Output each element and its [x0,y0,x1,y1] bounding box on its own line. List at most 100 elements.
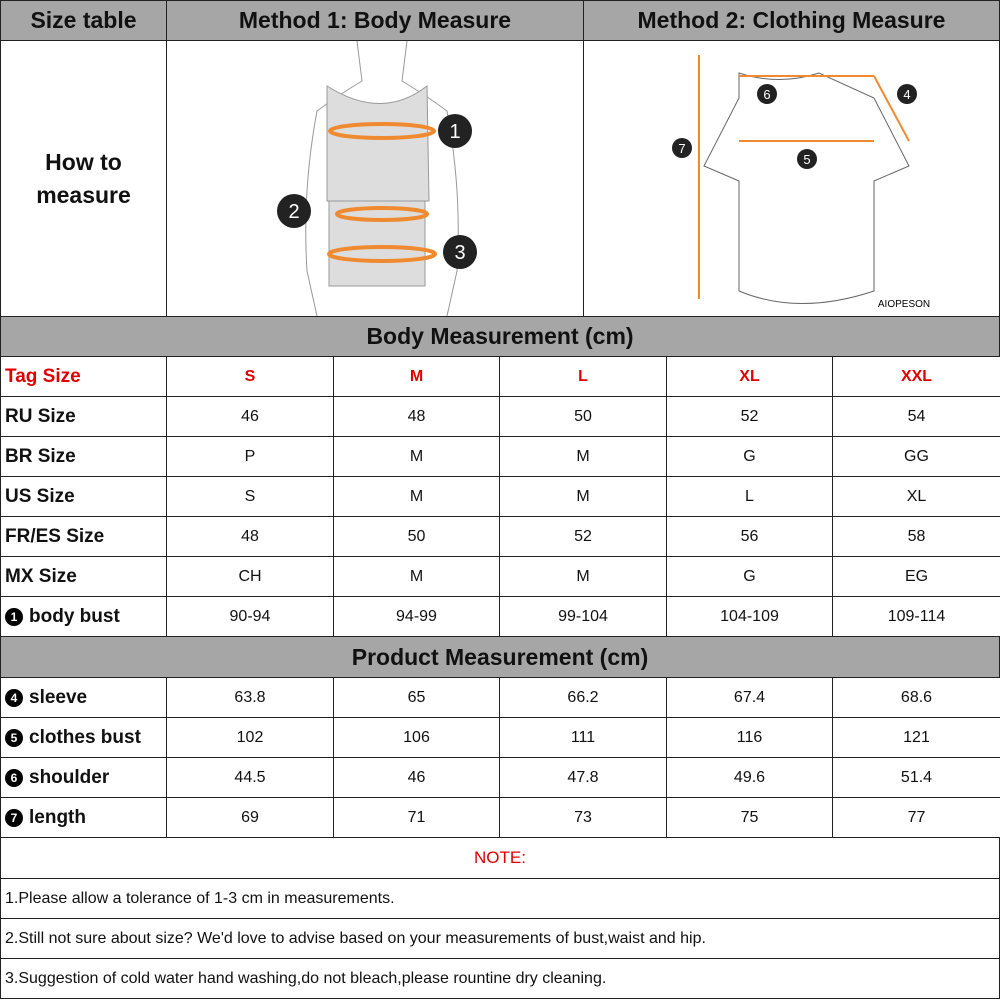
body-row-cell: 54 [832,396,1000,437]
tag-size-row-cell: L [499,356,667,397]
row-label-text: clothes bust [29,726,141,748]
product-row-cell: 65 [333,677,500,718]
body-row-cell: P [166,436,334,477]
product-row-cell: 73 [499,797,667,838]
tag-size-row-cell: XL [666,356,833,397]
tag-size-row-cell: XXL [832,356,1000,397]
clothing-measure-illustration: 6 4 5 7 AIOPESON [583,40,1000,317]
tag-size-row-cell: S [166,356,334,397]
row-label-text: sleeve [29,686,88,708]
body-row-cell: M [333,476,500,517]
how-to-line2: measure [36,181,131,208]
number-marker-icon: 1 [5,607,23,626]
tshirt-icon: 6 4 5 7 AIOPESON [672,55,930,310]
product-row-cell: 111 [499,717,667,758]
product-row-cell: 63.8 [166,677,334,718]
row-label-text: shoulder [29,766,110,788]
svg-text:7: 7 [678,141,685,156]
number-marker-icon: 6 [5,768,23,787]
row-label-text: body bust [29,605,120,627]
tag-size-row-label: Tag Size [0,356,167,397]
body-section-header: Body Measurement (cm) [0,316,1000,357]
product-row-cell: 67.4 [666,677,833,718]
body-figure-icon: 1 2 3 [277,41,477,316]
size-table-header: Size table [0,0,167,41]
body-row-cell: M [333,436,500,477]
note-3: 3.Suggestion of cold water hand washing,… [0,958,1000,999]
body-row-cell: CH [166,556,334,597]
number-marker-icon: 4 [5,688,23,707]
product-row-cell: 121 [832,717,1000,758]
body-measure-illustration: 1 2 3 [166,40,584,317]
row-label-text: US Size [5,485,75,507]
row-label-text: FR/ES Size [5,525,105,547]
marker-3: 3 [454,242,465,264]
row-label-text: Tag Size [5,365,81,387]
svg-text:5: 5 [803,152,810,167]
method1-header: Method 1: Body Measure [166,0,584,41]
product-row-cell: 66.2 [499,677,667,718]
note-1: 1.Please allow a tolerance of 1-3 cm in … [0,878,1000,919]
product-row-cell: 102 [166,717,334,758]
body-row-cell: L [666,476,833,517]
body-row-cell: XL [832,476,1000,517]
body-row-cell: G [666,556,833,597]
body-row-label: BR Size [0,436,167,477]
product-row-cell: 68.6 [832,677,1000,718]
product-row-cell: 47.8 [499,757,667,798]
brand-label: AIOPESON [878,299,930,310]
body-row-cell: 109-114 [832,596,1000,637]
method2-header: Method 2: Clothing Measure [583,0,1000,41]
note-2: 2.Still not sure about size? We'd love t… [0,918,1000,959]
body-row-cell: 90-94 [166,596,334,637]
body-row-cell: 99-104 [499,596,667,637]
product-row-cell: 75 [666,797,833,838]
product-row-label: 5 clothes bust [0,717,167,758]
product-row-label: 4 sleeve [0,677,167,718]
svg-text:6: 6 [763,87,770,102]
marker-1: 1 [449,121,460,143]
product-row-cell: 69 [166,797,334,838]
body-row-cell: M [499,436,667,477]
row-label-text: RU Size [5,405,76,427]
row-label-text: BR Size [5,445,76,467]
body-row-cell: 104-109 [666,596,833,637]
product-row-cell: 106 [333,717,500,758]
body-row-cell: 58 [832,516,1000,557]
how-to-measure: How to measure [0,40,167,317]
product-row-cell: 46 [333,757,500,798]
body-row-cell: 52 [666,396,833,437]
marker-2: 2 [288,201,299,223]
body-row-cell: M [333,556,500,597]
product-row-cell: 77 [832,797,1000,838]
body-row-cell: 94-99 [333,596,500,637]
number-marker-icon: 5 [5,728,23,747]
body-row-cell: 46 [166,396,334,437]
product-section-header: Product Measurement (cm) [0,636,1000,678]
body-row-label: 1 body bust [0,596,167,637]
body-row-label: US Size [0,476,167,517]
number-marker-icon: 7 [5,808,23,827]
body-row-label: RU Size [0,396,167,437]
row-label-text: MX Size [5,565,77,587]
product-row-cell: 49.6 [666,757,833,798]
tag-size-row-cell: M [333,356,500,397]
row-label-text: length [29,806,86,828]
body-row-cell: EG [832,556,1000,597]
body-row-cell: 48 [166,516,334,557]
body-row-cell: 52 [499,516,667,557]
product-row-cell: 51.4 [832,757,1000,798]
body-row-cell: M [499,556,667,597]
body-row-label: FR/ES Size [0,516,167,557]
how-to-line1: How to [45,148,122,175]
body-row-cell: M [499,476,667,517]
product-row-label: 7 length [0,797,167,838]
body-row-cell: GG [832,436,1000,477]
body-row-label: MX Size [0,556,167,597]
svg-text:4: 4 [903,87,910,102]
note-title: NOTE: [0,837,1000,879]
product-row-label: 6 shoulder [0,757,167,798]
body-row-cell: 48 [333,396,500,437]
body-row-cell: 56 [666,516,833,557]
body-row-cell: G [666,436,833,477]
